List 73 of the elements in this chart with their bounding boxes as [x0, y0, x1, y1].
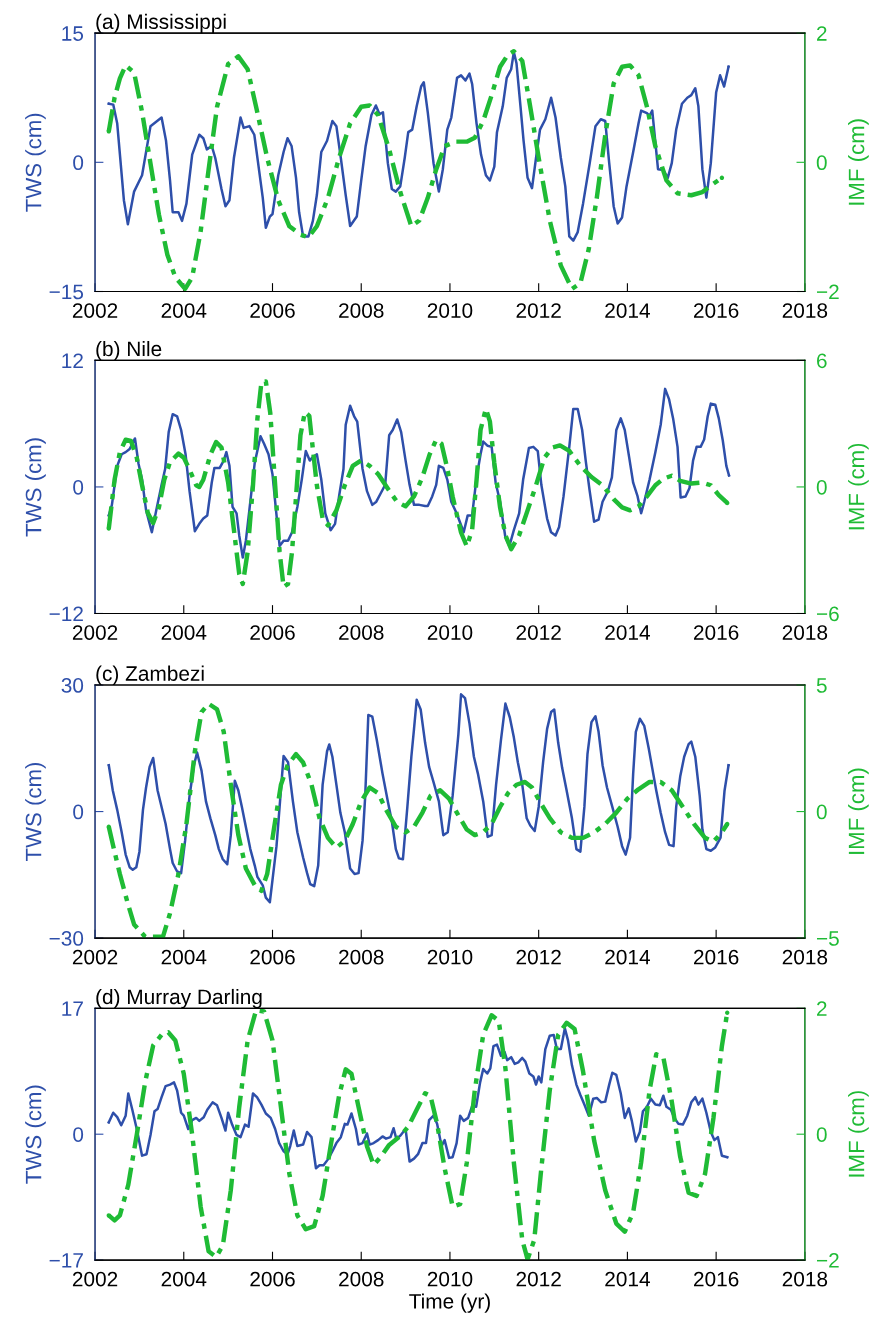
x-tick-label: 2002 — [72, 1271, 118, 1287]
x-tick-label: 2014 — [605, 1271, 650, 1287]
y-axis-title: TWS (cm) — [25, 438, 46, 537]
x-tick-label: 2010 — [427, 1271, 473, 1287]
x-tick-label: 2004 — [161, 1271, 207, 1287]
x-tick-label: 2002 — [72, 303, 118, 318]
y2-tick-label: 0 — [816, 804, 827, 820]
x-tick-label: 2012 — [516, 1271, 561, 1287]
x-tick-label: 2004 — [161, 625, 207, 640]
y-axis-title: TWS (cm) — [25, 113, 46, 212]
y-tick-label: −15 — [49, 284, 84, 300]
x-tick-label: 2018 — [782, 949, 828, 965]
x-tick-label: 2014 — [605, 949, 650, 965]
x-tick-label: 2010 — [427, 949, 473, 965]
y-tick-label: 0 — [73, 479, 84, 495]
x-tick-label: 2018 — [782, 303, 828, 318]
y2-tick-label: −6 — [817, 606, 839, 622]
chart-title: (c) Zambezi — [96, 665, 204, 686]
chart-title: (d) Murray Darling — [96, 988, 262, 1009]
x-tick-label: 2002 — [72, 625, 118, 640]
y2-tick-label: 0 — [816, 155, 827, 171]
y-tick-label: 12 — [62, 353, 83, 368]
y-axis-title: TWS (cm) — [25, 762, 46, 862]
y2-tick-label: −5 — [817, 931, 839, 946]
x-tick-label: 2010 — [427, 625, 473, 640]
y2-axis-title: IMF (cm) — [848, 1091, 869, 1177]
x-tick-label: 2012 — [516, 625, 561, 640]
y-axis-title: TWS (cm) — [25, 1085, 46, 1184]
y2-tick-label: −2 — [817, 284, 839, 300]
y-tick-label: 0 — [73, 155, 84, 171]
y-tick-label: −30 — [49, 931, 84, 946]
y2-tick-label: 6 — [817, 353, 827, 369]
x-tick-label: 2016 — [694, 625, 739, 640]
y-tick-label: 0 — [73, 1127, 84, 1142]
y-tick-label: 15 — [62, 26, 84, 41]
x-tick-label: 2018 — [782, 625, 828, 640]
x-tick-label: 2018 — [782, 1271, 828, 1287]
x-tick-label: 2006 — [250, 625, 295, 640]
x-tick-label: 2014 — [605, 625, 650, 640]
x-tick-label: 2016 — [694, 303, 739, 318]
chart-title: (a) Mississippi — [96, 13, 226, 34]
y2-tick-label: 2 — [817, 1001, 827, 1016]
x-axis-title: Time (yr) — [409, 1293, 490, 1313]
x-tick-label: 2008 — [339, 1271, 384, 1287]
x-tick-label: 2010 — [427, 303, 473, 318]
x-tick-label: 2012 — [516, 303, 561, 318]
chart-title: (b) Nile — [96, 340, 162, 361]
x-tick-label: 2004 — [161, 303, 207, 318]
y2-tick-label: −2 — [817, 1253, 839, 1268]
x-tick-label: 2008 — [339, 303, 384, 318]
x-tick-label: 2006 — [250, 1271, 295, 1287]
y-tick-label: 0 — [73, 804, 84, 820]
y2-tick-label: 5 — [816, 678, 827, 693]
y2-tick-label: 0 — [816, 1127, 827, 1142]
x-tick-label: 2006 — [250, 949, 295, 965]
x-tick-label: 2008 — [339, 949, 384, 965]
y-tick-label: 17 — [62, 1001, 83, 1016]
y-tick-label: −12 — [49, 606, 83, 622]
y-tick-label: 30 — [61, 678, 84, 693]
y2-axis-title: IMF (cm) — [848, 443, 869, 530]
x-tick-label: 2002 — [72, 949, 118, 965]
x-tick-label: 2008 — [339, 625, 384, 640]
x-tick-label: 2014 — [605, 303, 650, 318]
x-tick-label: 2016 — [694, 1271, 739, 1287]
x-tick-label: 2006 — [250, 303, 295, 318]
y2-tick-label: 2 — [817, 26, 827, 41]
y2-axis-title: IMF (cm) — [848, 768, 869, 854]
y2-axis-title: IMF (cm) — [848, 119, 869, 205]
y2-tick-label: 0 — [816, 479, 827, 495]
x-tick-label: 2016 — [694, 949, 739, 965]
x-tick-label: 2004 — [161, 949, 207, 965]
x-tick-label: 2012 — [516, 949, 561, 965]
y-tick-label: −17 — [49, 1253, 83, 1268]
